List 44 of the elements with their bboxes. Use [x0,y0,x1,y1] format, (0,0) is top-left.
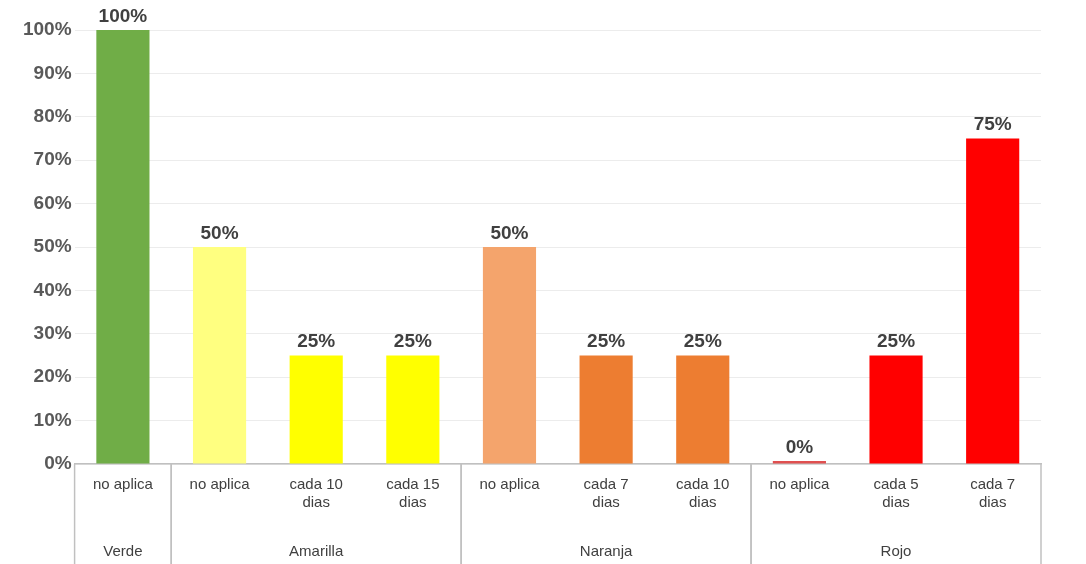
bar [869,355,923,464]
text: Amarilla [289,542,344,560]
bar [289,355,343,464]
y-tick-label: 70% [33,148,72,170]
bar [966,138,1020,464]
x-tick-label: no aplica [92,475,154,493]
y-tick-label: 10% [33,408,72,430]
x-tick-label: no aplica [769,475,831,493]
data-label: 25% [587,330,626,352]
bar [579,355,633,464]
text: Verde [103,542,143,560]
y-tick-label: 50% [33,235,72,257]
bar [386,355,440,464]
x-tick-label: cada 7 dias [970,475,1016,511]
text: Rojo [880,542,912,560]
x-tick-label: cada 15 dias [386,475,440,511]
x-tick-label: cada 7 dias [583,475,629,511]
data-label: 25% [877,330,916,352]
data-label: 25% [683,330,722,352]
x-tick-label: cada 5 dias [873,475,919,511]
bar [192,247,247,464]
data-label: 0% [785,435,814,457]
x-tick-label: cada 10 dias [289,475,343,511]
bar [482,247,537,464]
data-label: 25% [297,330,336,352]
text: Naranja [579,542,634,560]
data-label: 100% [98,4,148,26]
y-tick-label: 100% [22,18,72,40]
y-tick-label: 20% [33,365,72,387]
data-label: 25% [393,330,432,352]
bar [96,30,150,464]
bar [676,355,730,464]
x-tick-label: no aplica [189,475,251,493]
x-tick-label: no aplica [479,475,541,493]
data-label: 50% [200,221,239,243]
data-label: 75% [973,113,1012,135]
y-tick-label: 40% [33,278,72,300]
y-tick-label: 90% [33,61,72,83]
y-tick-label: 80% [33,105,72,127]
data-label: 50% [490,221,529,243]
y-tick-label: 0% [44,452,72,474]
y-tick-label: 60% [33,191,72,213]
x-tick-label: cada 10 dias [676,475,730,511]
y-tick-label: 30% [33,322,72,344]
